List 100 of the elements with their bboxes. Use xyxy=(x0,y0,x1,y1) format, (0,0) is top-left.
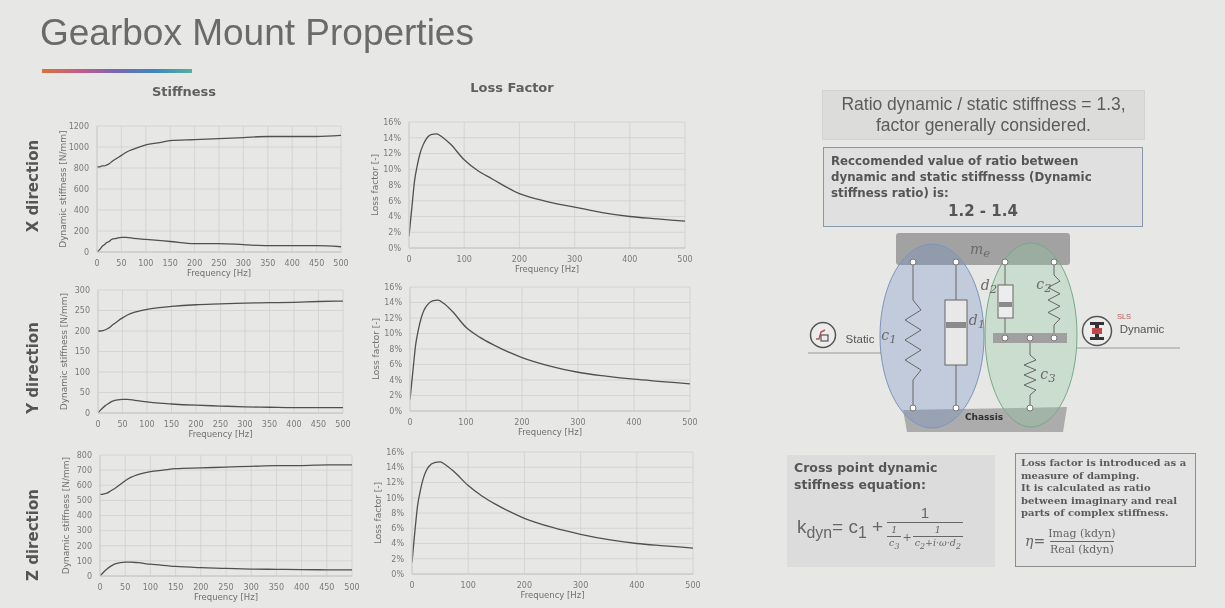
chart-title: Loss Factor xyxy=(470,80,554,95)
y-tick-label: 2% xyxy=(388,228,402,238)
x-axis-title: Frequency [Hz] xyxy=(193,592,259,602)
x-tick-label: 0 xyxy=(94,258,100,268)
y-tick-label: 0% xyxy=(389,406,403,416)
y-tick-label: 50 xyxy=(79,388,90,398)
y-tick-label: 800 xyxy=(73,163,89,173)
y-tick-label: 600 xyxy=(76,481,92,491)
y-tick-label: 4% xyxy=(388,212,402,222)
y-tick-label: 700 xyxy=(76,465,92,475)
y-tick-label: 2% xyxy=(389,391,403,401)
y-tick-label: 1000 xyxy=(68,142,89,152)
y-tick-label: 6% xyxy=(391,524,405,534)
y-tick-label: 800 xyxy=(76,450,92,460)
line-series xyxy=(98,398,343,413)
x-tick-label: 400 xyxy=(284,258,300,268)
x-axis-title: Frequency [Hz] xyxy=(514,264,580,274)
x-tick-label: 500 xyxy=(344,582,360,592)
text: c$_{2}$ xyxy=(1036,275,1052,296)
text: Reccomended value of ratio between dynamic and static stiffnesss (Dynamic stiffness ratio) is: xyxy=(831,154,1092,200)
text: c$_{2}$+i·ω·d$_{2}$ xyxy=(914,537,961,551)
x-axis-title: Frequency [Hz] xyxy=(517,427,583,437)
x-tick-label: 450 xyxy=(310,419,327,429)
y-tick-label: 0% xyxy=(388,243,402,253)
x-tick-label: 400 xyxy=(629,580,645,590)
y-tick-label: 2% xyxy=(391,554,405,564)
y-tick-label: 12% xyxy=(386,478,405,488)
x-tick-label: 400 xyxy=(293,582,310,592)
y-tick-label: 8% xyxy=(388,180,402,190)
text: Real (kdyn) xyxy=(1049,542,1114,556)
x-tick-label: 200 xyxy=(511,254,528,264)
x-tick-label: 350 xyxy=(261,419,278,429)
x-tick-label: 50 xyxy=(116,258,127,268)
x-tick-label: 250 xyxy=(212,419,229,429)
y-axis-title: Dynamic stiffness [N/mm] xyxy=(58,130,69,248)
text: Loss factor is introduced as a measure of damping. xyxy=(1021,457,1187,481)
x-tick-label: 400 xyxy=(286,419,302,429)
y-tick-label: 600 xyxy=(73,184,89,194)
text: d$_{1}$ xyxy=(968,311,986,332)
x-tick-label: 150 xyxy=(167,582,184,592)
x-tick-label: 100 xyxy=(139,419,155,429)
text: m$_{e}$ xyxy=(969,240,991,261)
text: η= xyxy=(1025,532,1046,549)
y-tick-label: 0 xyxy=(83,247,89,257)
x-tick-label: 100 xyxy=(456,254,472,264)
x-tick-label: 450 xyxy=(308,258,325,268)
y-tick-label: 250 xyxy=(74,306,90,316)
x-tick-label: 150 xyxy=(162,258,178,268)
y-axis-title: Loss factor [-] xyxy=(370,153,381,217)
y-axis-title: Loss factor [-] xyxy=(371,317,382,381)
y-tick-label: 10% xyxy=(383,165,402,175)
x-tick-label: 200 xyxy=(193,582,209,592)
x-tick-label: 500 xyxy=(685,580,701,590)
x-tick-label: 100 xyxy=(142,582,159,592)
y-tick-label: 12% xyxy=(383,149,402,159)
text: Ratio dynamic / static stiffness = 1.3, factor generally considered. xyxy=(841,94,1126,135)
text: 1 xyxy=(891,524,898,535)
y-tick-label: 100 xyxy=(74,367,90,377)
x-tick-label: 500 xyxy=(333,258,349,268)
y-tick-label: 8% xyxy=(391,508,405,518)
y-tick-label: 6% xyxy=(388,196,402,206)
x-tick-label: 300 xyxy=(243,582,259,592)
x-tick-label: 0 xyxy=(409,580,415,590)
y-tick-label: 14% xyxy=(383,133,402,143)
x-tick-label: 200 xyxy=(186,258,203,268)
y-tick-label: 100 xyxy=(76,556,92,566)
x-tick-label: 250 xyxy=(218,582,234,592)
text: 1.2 - 1.4 xyxy=(948,202,1018,220)
text: c$_{3}$ xyxy=(889,537,900,551)
chart-title: Stiffness xyxy=(151,84,217,99)
x-tick-label: 100 xyxy=(458,417,474,427)
y-tick-label: 16% xyxy=(386,447,405,457)
line-series xyxy=(98,300,343,332)
y-tick-label: 12% xyxy=(384,313,403,323)
x-axis-title: Frequency [Hz] xyxy=(520,590,585,600)
x-tick-label: 200 xyxy=(516,580,533,590)
y-tick-label: 8% xyxy=(389,344,403,354)
text: Imag (kdyn) xyxy=(1048,526,1116,540)
x-tick-label: 0 xyxy=(95,419,101,429)
text: 1 xyxy=(934,524,941,535)
y-tick-label: 10% xyxy=(384,329,403,339)
y-tick-label: 200 xyxy=(73,226,89,236)
x-tick-label: 300 xyxy=(570,417,586,427)
x-tick-label: 400 xyxy=(626,417,642,427)
x-axis-title: Frequency [Hz] xyxy=(188,429,253,439)
y-tick-label: 14% xyxy=(384,298,403,308)
line-series xyxy=(97,134,341,168)
x-tick-label: 250 xyxy=(211,258,227,268)
y-axis-title: Dynamic stiffness [N/mm] xyxy=(59,292,70,411)
x-tick-label: 300 xyxy=(566,254,583,264)
line-series xyxy=(97,236,341,252)
y-tick-label: 0 xyxy=(86,571,92,581)
y-tick-label: 16% xyxy=(383,117,402,127)
y-tick-label: 16% xyxy=(384,282,403,292)
text: Dynamic xyxy=(1119,322,1165,335)
y-tick-label: 4% xyxy=(391,539,405,549)
x-tick-label: 0 xyxy=(97,582,103,592)
x-tick-label: 200 xyxy=(188,419,204,429)
text: 1 xyxy=(920,504,930,521)
text: Cross point dynamic stiffness equation: xyxy=(794,460,938,492)
